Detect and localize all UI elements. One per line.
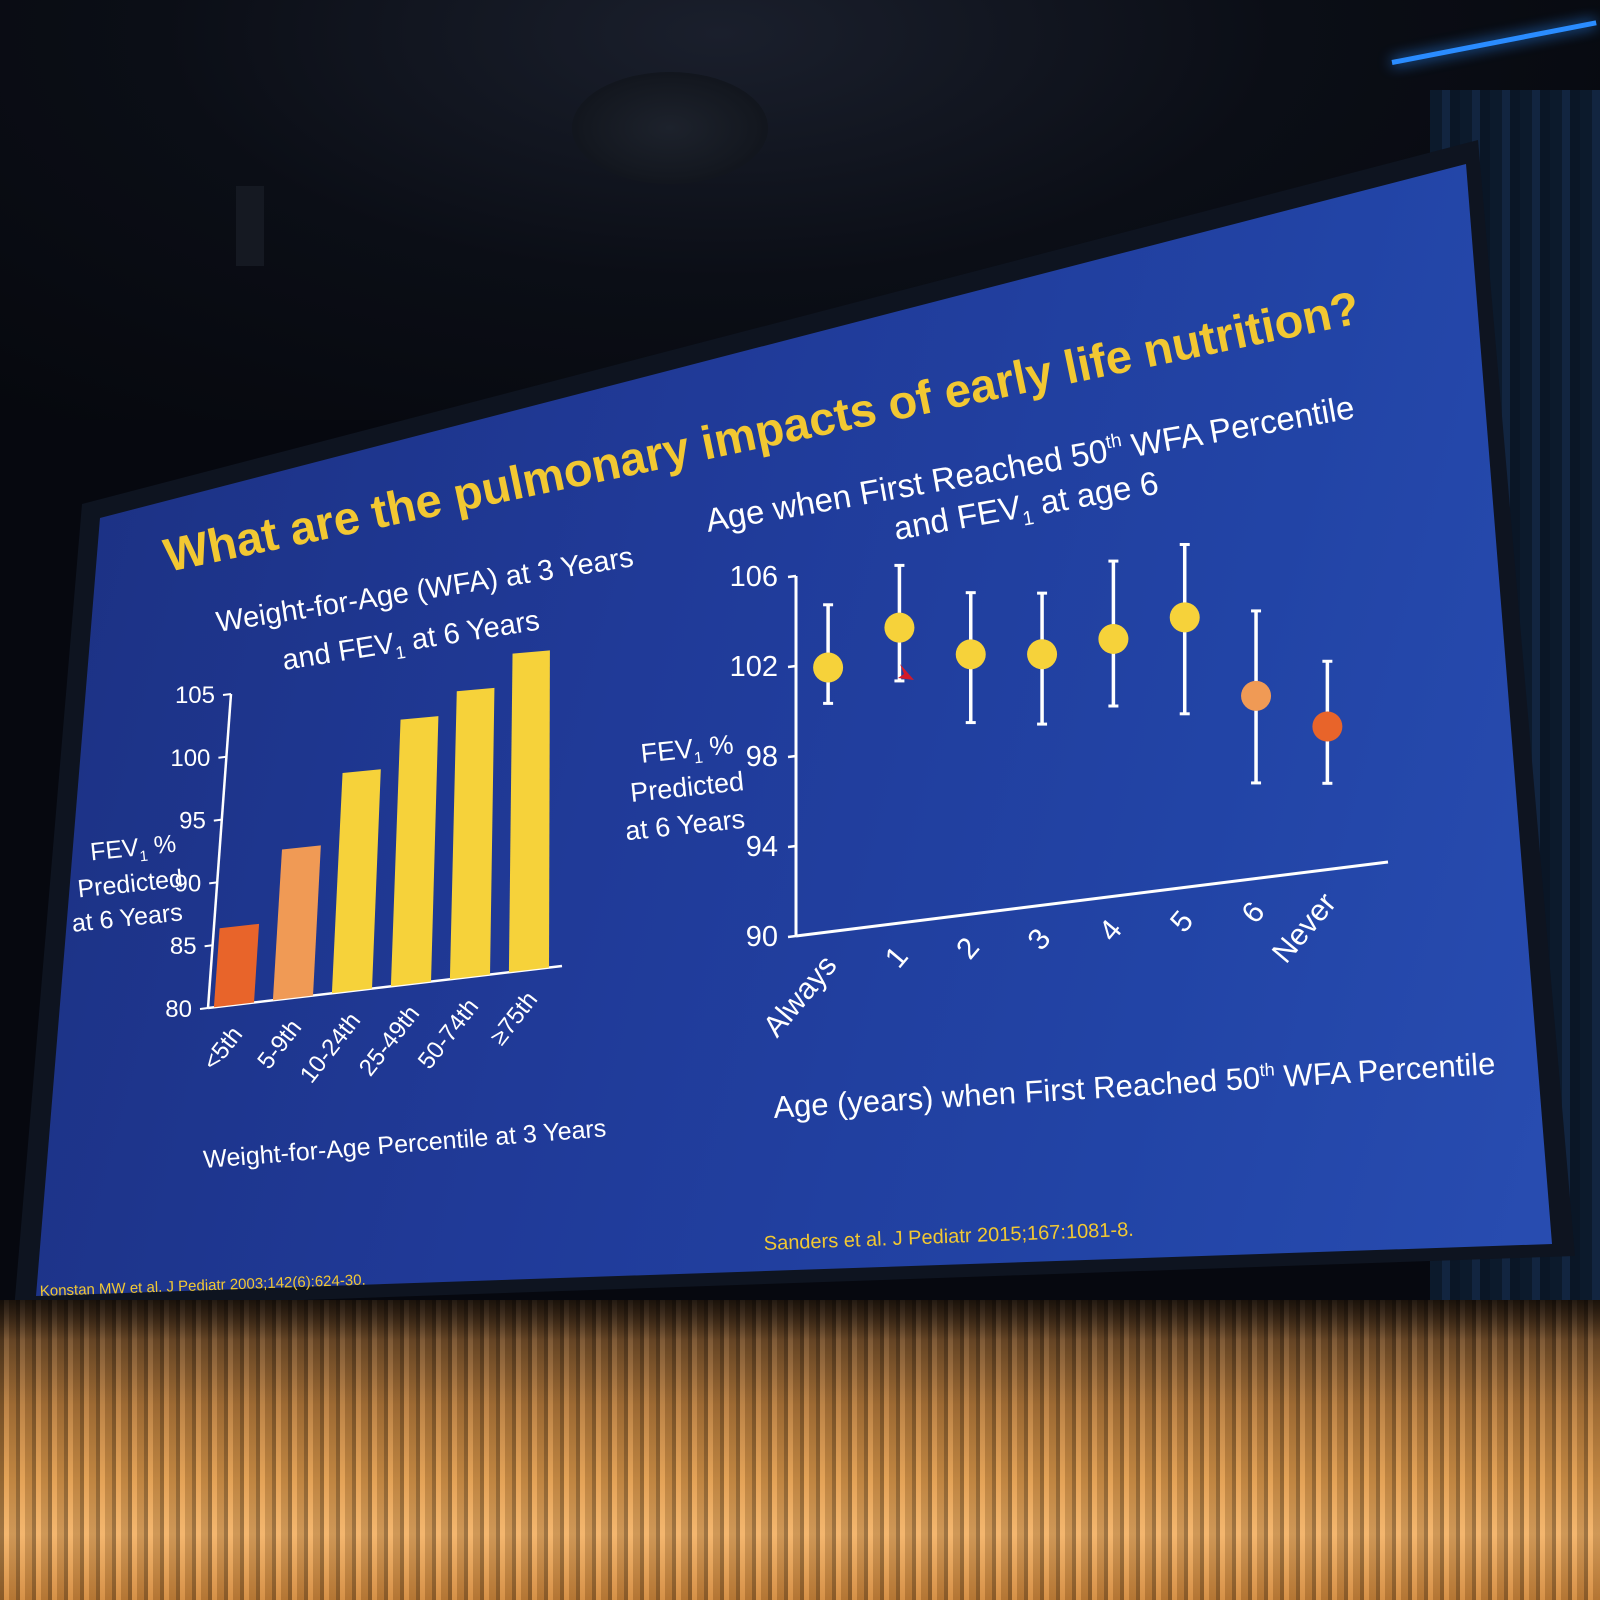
left-bar <box>508 650 550 973</box>
left-y-tick <box>199 1007 209 1010</box>
left-y-tick <box>213 818 222 822</box>
left-chart-ylabel: FEV1 % Predicted at 6 Years <box>70 830 184 938</box>
right-y-tick <box>787 754 797 759</box>
left-y-tick-label: 85 <box>170 933 197 960</box>
right-ylabel-line2: Predicted <box>629 766 746 808</box>
curtain-shadow <box>0 1300 1600 1340</box>
left-y-tick <box>218 755 227 759</box>
right-y-tick-label: 102 <box>730 651 778 683</box>
left-y-tick-label: 105 <box>175 682 215 709</box>
right-y-tick <box>787 574 797 579</box>
right-data-point <box>955 639 986 670</box>
right-x-tick-label: Never <box>1266 887 1343 970</box>
right-y-tick-label: 94 <box>746 831 778 863</box>
left-citation: Konstan MW et al. J Pediatr 2003;142(6):… <box>40 1272 366 1300</box>
stage-curtain <box>0 1300 1600 1600</box>
right-y-tick <box>787 664 797 669</box>
right-x-tick-label: 4 <box>1093 914 1129 948</box>
left-x-tick-label: 25-49th <box>354 1001 425 1082</box>
left-y-axis <box>206 693 233 1009</box>
ceiling-speaker <box>236 186 264 266</box>
right-data-point <box>1241 680 1272 711</box>
right-data-point <box>1098 623 1129 654</box>
right-y-tick-label: 106 <box>730 561 778 593</box>
left-bar <box>213 923 260 1008</box>
right-ylabel-line1: FEV1 % <box>639 729 735 773</box>
left-y-tick <box>204 944 213 948</box>
right-data-point <box>884 612 915 643</box>
left-bar <box>331 769 381 994</box>
right-ylabel-line3: at 6 Years <box>624 804 747 846</box>
right-data-point <box>813 652 844 683</box>
right-chart-ylabel: FEV1 % Predicted at 6 Years <box>624 729 747 846</box>
right-y-tick <box>787 934 797 939</box>
pointer-cursor-icon <box>898 664 914 680</box>
left-bar <box>449 687 495 980</box>
left-bar <box>272 845 321 1001</box>
right-x-tick-label: 2 <box>950 931 986 965</box>
left-y-tick-label: 95 <box>179 808 206 835</box>
right-chart: Age when First Reached 50th WFA Percenti… <box>624 388 1496 1125</box>
left-x-tick-label: 10-24th <box>295 1008 366 1089</box>
right-data-point <box>1027 639 1058 670</box>
right-chart-xlabel: Age (years) when First Reached 50th WFA … <box>772 1046 1496 1125</box>
left-chart-xlabel: Weight-for-Age Percentile at 3 Years <box>202 1114 607 1174</box>
right-x-tick-label: Always <box>757 949 843 1043</box>
right-x-axis <box>795 860 1389 938</box>
left-x-tick-label: ≥75th <box>485 987 543 1051</box>
right-x-tick-label: 5 <box>1164 905 1200 939</box>
right-y-tick <box>787 844 797 849</box>
right-citation: Sanders et al. J Pediatr 2015;167:1081-8… <box>763 1219 1134 1255</box>
left-y-tick-label: 90 <box>174 870 201 897</box>
right-y-tick-label: 98 <box>746 741 778 773</box>
left-x-tick-label: <5th <box>198 1022 248 1076</box>
right-x-tick-label: 3 <box>1021 923 1057 957</box>
right-x-tick-label: 1 <box>879 940 915 974</box>
left-x-tick-label: 50-74th <box>413 994 484 1075</box>
right-y-tick-label: 90 <box>746 921 778 953</box>
right-data-point <box>1169 602 1200 633</box>
left-y-tick-label: 100 <box>170 745 210 772</box>
left-y-tick-label: 80 <box>165 996 192 1023</box>
left-x-axis <box>207 964 563 1010</box>
right-data-point <box>1312 711 1343 742</box>
ceiling-vent <box>572 72 768 184</box>
left-y-tick <box>222 693 232 696</box>
left-y-tick <box>209 881 218 885</box>
left-chart: Weight-for-Age (WFA) at 3 Years and FEV1… <box>70 541 635 1174</box>
right-x-tick-label: 6 <box>1235 896 1271 930</box>
left-ylabel-line2: Predicted <box>76 865 184 904</box>
left-ylabel-line3: at 6 Years <box>70 898 184 937</box>
left-ylabel-line1: FEV1 % <box>89 830 178 871</box>
left-bar <box>390 716 439 987</box>
